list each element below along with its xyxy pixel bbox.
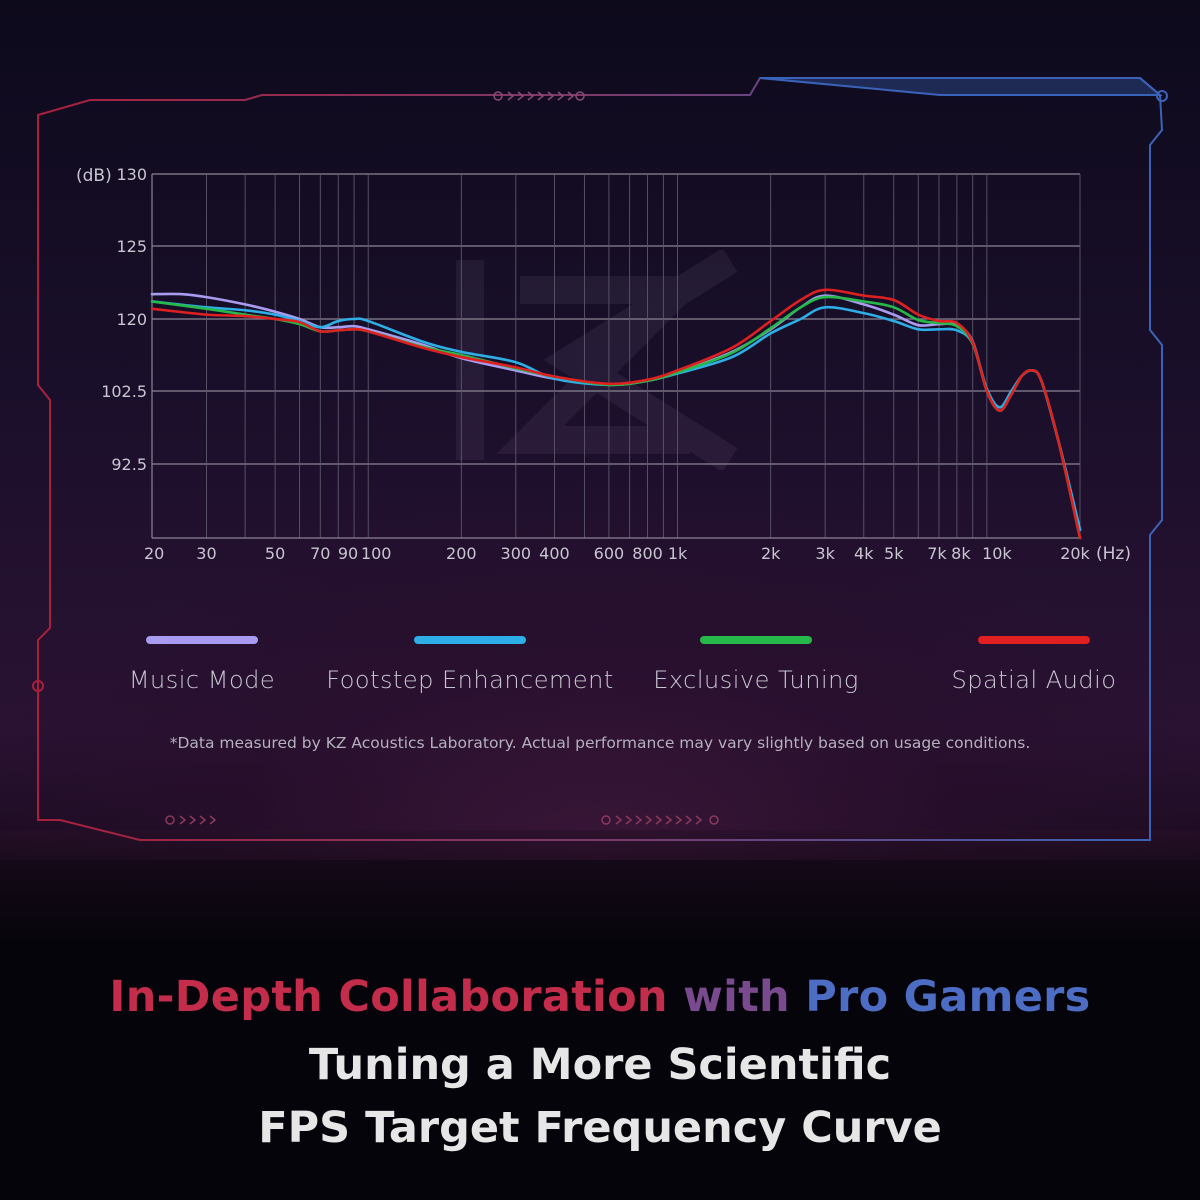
x-tick-label: 7k (927, 544, 947, 563)
legend-swatch (978, 636, 1090, 644)
y-tick-label: 130 (116, 165, 147, 184)
legend-label: Footstep Enhancement (326, 666, 614, 694)
series-line-spatial-audio (150, 288, 1082, 540)
frame-top-dots (493, 91, 585, 101)
background-fade (0, 830, 1200, 950)
legend-item-exclusive-tuning: Exclusive Tuning (606, 636, 906, 694)
series-lines (150, 288, 1082, 540)
x-tick-label: 3k (815, 544, 835, 563)
y-tick-label: 120 (116, 310, 147, 329)
legend-swatch (146, 636, 258, 644)
x-tick-label: 20 (144, 544, 164, 563)
legend-swatch (700, 636, 812, 644)
headline-part-1: In-Depth Collaboration (109, 972, 668, 1022)
x-tick-label: 200 (446, 544, 477, 563)
subtitle-line-1: Tuning a More Scientific (308, 1040, 892, 1090)
x-tick-label: 90 (338, 544, 358, 563)
legend-label: Exclusive Tuning (653, 666, 859, 694)
x-tick-label: 400 (539, 544, 570, 563)
y-tick-label: 92.5 (111, 455, 147, 474)
chart-grid (151, 173, 1081, 539)
x-tick-label: 30 (196, 544, 216, 563)
frequency-response-chart: 130 125 120 102.5 92.5 20 30 50 70 90 100 200 300 40… (76, 165, 1131, 564)
x-tick-label: 20k (1060, 544, 1090, 563)
x-tick-label: 8k (951, 544, 971, 563)
y-tick-label: 125 (116, 237, 147, 256)
x-tick-label: 800 (632, 544, 663, 563)
headline-part-2: with (683, 972, 790, 1022)
x-axis-label: (Hz) (1096, 544, 1131, 564)
legend-label: Spatial Audio (951, 666, 1117, 694)
legend-item-music-mode: Music Mode (52, 636, 352, 694)
series-line-footstep-enhancement (150, 300, 1082, 532)
x-tick-label: 600 (594, 544, 625, 563)
headline-part-3: Pro Gamers (805, 972, 1091, 1022)
y-tick-label: 102.5 (101, 382, 147, 401)
legend-swatch (414, 636, 526, 644)
background (0, 0, 1200, 860)
series-line-exclusive-tuning (150, 295, 1082, 540)
y-axis-ticks: 130 125 120 102.5 92.5 (101, 165, 147, 474)
frame-bottom-dots (165, 815, 719, 825)
x-tick-label: 5k (884, 544, 904, 563)
x-tick-label: 2k (761, 544, 781, 563)
x-tick-label: 50 (265, 544, 285, 563)
x-axis-ticks: 20 30 50 70 90 100 200 300 400 600 800 1k 2k 3k 4k 5k 7k… (144, 544, 1091, 563)
x-tick-label: 70 (310, 544, 330, 563)
legend-label: Music Mode (128, 666, 276, 694)
x-tick-label: 10k (982, 544, 1012, 563)
frame-top-right-bar (759, 77, 1168, 102)
x-tick-label: 100 (361, 544, 392, 563)
frame-left-node (32, 680, 44, 692)
x-tick-label: 300 (501, 544, 532, 563)
x-tick-label: 1k (668, 544, 688, 563)
legend-item-footstep-enhancement: Footstep Enhancement (320, 636, 620, 694)
subtitle-line-2: FPS Target Frequency Curve (258, 1103, 942, 1153)
measurement-note: *Data measured by KZ Acoustics Laborator… (169, 734, 1031, 752)
x-tick-label: 4k (854, 544, 874, 563)
headline: In-Depth Collaboration with Pro Gamers (0, 972, 1200, 1022)
hud-frame (32, 77, 1168, 841)
y-axis-label: (dB) (76, 166, 112, 186)
legend-item-spatial-audio: Spatial Audio (884, 636, 1184, 694)
